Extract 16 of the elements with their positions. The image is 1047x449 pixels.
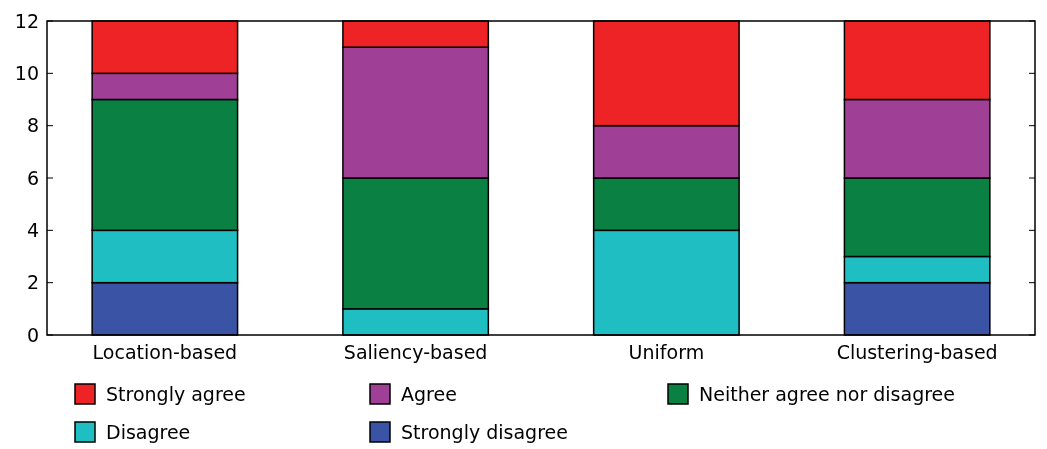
y-tick-label: 6 <box>26 166 39 189</box>
legend-label: Strongly agree <box>106 382 246 405</box>
y-tick-label: 4 <box>26 218 39 241</box>
y-tick-label: 2 <box>26 271 39 294</box>
y-tick-label: 10 <box>14 61 39 84</box>
legend-label: Strongly disagree <box>401 420 568 443</box>
y-tick-label: 8 <box>26 114 39 137</box>
legend-label: Neither agree nor disagree <box>699 382 955 405</box>
legend-label: Agree <box>401 382 457 405</box>
y-tick-label: 0 <box>26 323 39 346</box>
x-tick-label: Saliency-based <box>343 341 488 363</box>
x-tick-label: Location-based <box>92 341 238 363</box>
y-tick-label: 12 <box>14 9 39 32</box>
x-tick-label: Uniform <box>628 341 705 363</box>
x-tick-label: Clustering-based <box>836 341 998 363</box>
legend-label: Disagree <box>106 420 191 443</box>
